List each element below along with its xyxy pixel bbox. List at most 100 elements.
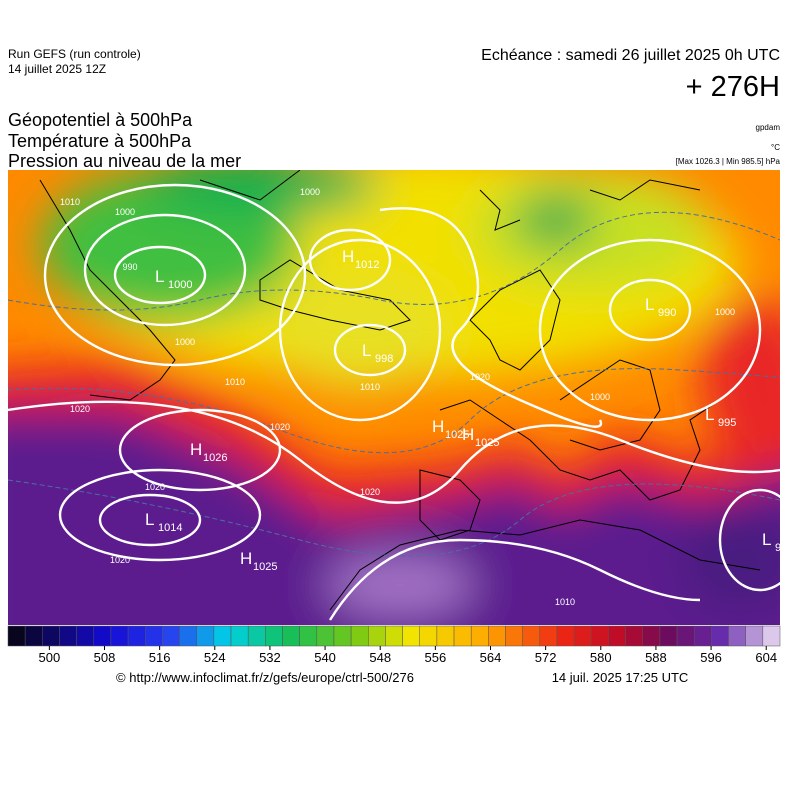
colorbar-swatch (179, 625, 197, 647)
colorbar-swatch (265, 625, 283, 647)
colorbar-swatch (213, 625, 232, 647)
colorbar-swatch (230, 625, 249, 647)
colorbar-tick-label: 564 (480, 650, 502, 665)
colorbar-tick-label: 604 (755, 650, 777, 665)
colorbar-tick-label: 540 (314, 650, 336, 665)
colorbar-swatch (316, 625, 335, 647)
center-pressure: 1025 (475, 437, 499, 449)
center-kind: L (762, 530, 771, 549)
colorbar: 500 508 516 524 532 540 548 556 564 572 580 588 596 6… (7, 625, 781, 665)
colorbar-swatch (7, 625, 26, 647)
center-kind: L (362, 341, 371, 360)
center-pressure: 1025 (445, 429, 469, 441)
colorbar-swatch (196, 625, 215, 647)
colorbar-tick-label: 580 (590, 650, 612, 665)
isobar-label: 1010 (555, 597, 575, 607)
pressure-range: [Max 1026.3 | Min 985.5] hPa (676, 157, 781, 166)
isobar-label: 990 (122, 262, 137, 272)
title: Température à 500hPa (8, 131, 192, 151)
colorbar-tick-label: 588 (645, 650, 667, 665)
colorbar-swatch (676, 625, 695, 647)
colorbar-swatch (24, 625, 43, 647)
center-kind: L (155, 267, 164, 286)
colorbar-swatch (59, 625, 77, 647)
colorbar-swatch (76, 625, 95, 647)
title: Pression au niveau de la mer (8, 151, 241, 171)
title: Géopotentiel à 500hPa (8, 110, 193, 130)
colorbar-swatch (539, 625, 558, 647)
isobar-label: 1000 (300, 187, 320, 197)
isobar-label: 1020 (270, 422, 290, 432)
isobar-label: 1010 (225, 377, 245, 387)
center-pressure: 998 (375, 353, 393, 365)
isobars (8, 183, 780, 621)
colorbar-tick-label: 556 (425, 650, 447, 665)
isobar-label: 1000 (590, 392, 610, 402)
colorbar-swatch (333, 625, 352, 647)
center-pressure: 1026 (203, 452, 227, 464)
valid-time: Echéance : samedi 26 juillet 2025 0h UTC (481, 47, 780, 64)
colorbar-tick-label: 572 (535, 650, 557, 665)
center-pressure: 990 (658, 307, 676, 319)
isobar-label: 1010 (60, 197, 80, 207)
center-kind: L (645, 295, 654, 314)
colorbar-swatch (350, 625, 369, 647)
colorbar-swatch (693, 625, 712, 647)
center-pressure: 1025 (253, 561, 277, 573)
isobar-label: 1010 (360, 382, 380, 392)
colorbar-swatch (762, 625, 781, 647)
unit: gpdam (756, 123, 781, 132)
colorbar-swatch (608, 625, 626, 647)
colorbar-swatch (282, 625, 300, 647)
colorbar-swatch (419, 625, 438, 647)
center-pressure: 1012 (355, 259, 379, 271)
isobar-label: 1000 (715, 307, 735, 317)
unit: °C (771, 143, 780, 152)
colorbar-swatch (402, 625, 420, 647)
colorbar-tick-label: 524 (204, 650, 226, 665)
colorbar-swatch (556, 625, 575, 647)
colorbar-swatch (745, 625, 764, 647)
colorbar-swatch (522, 625, 541, 647)
isobar-label: 1020 (70, 404, 90, 414)
isobar-label: 1020 (110, 555, 130, 565)
colorbar-swatch (488, 625, 506, 647)
temperature-field (8, 170, 780, 625)
center-kind: H (240, 549, 252, 568)
temperature-isolines (8, 211, 780, 557)
colorbar-tick-label: 516 (149, 650, 171, 665)
colorbar-swatch (368, 625, 386, 647)
colorbar-swatch (247, 625, 266, 647)
run-label: Run GEFS (run controle) (8, 47, 141, 61)
isobar-label: 1020 (470, 372, 490, 382)
colorbar-swatch (42, 625, 60, 647)
colorbar-tick-label: 500 (39, 650, 61, 665)
center-pressure: 995 (718, 417, 736, 429)
colorbar-tick-label: 548 (369, 650, 391, 665)
colorbar-swatch (436, 625, 455, 647)
colorbar-swatch (728, 625, 746, 647)
colorbar-swatch (110, 625, 129, 647)
isobar-label: 1000 (175, 337, 195, 347)
colorbar-swatch (659, 625, 678, 647)
colorbar-swatch (711, 625, 729, 647)
center-pressure: 992 (775, 542, 788, 554)
colorbar-swatch (93, 625, 112, 647)
colorbar-swatch (299, 625, 318, 647)
source: © http://www.infoclimat.fr/z/gefs/europe… (116, 670, 414, 685)
colorbar-swatch (470, 625, 489, 647)
colorbar-swatch (642, 625, 661, 647)
center-pressure: 1000 (168, 279, 192, 291)
center-kind: H (462, 425, 474, 444)
isobar-label: 1000 (115, 207, 135, 217)
colorbar-swatch (453, 625, 472, 647)
colorbar-swatch (505, 625, 523, 647)
center-kind: H (190, 440, 202, 459)
colorbar-swatch (573, 625, 592, 647)
center-kind: H (432, 417, 444, 436)
lead-time: + 276H (686, 71, 780, 103)
colorbar-swatch (127, 625, 146, 647)
